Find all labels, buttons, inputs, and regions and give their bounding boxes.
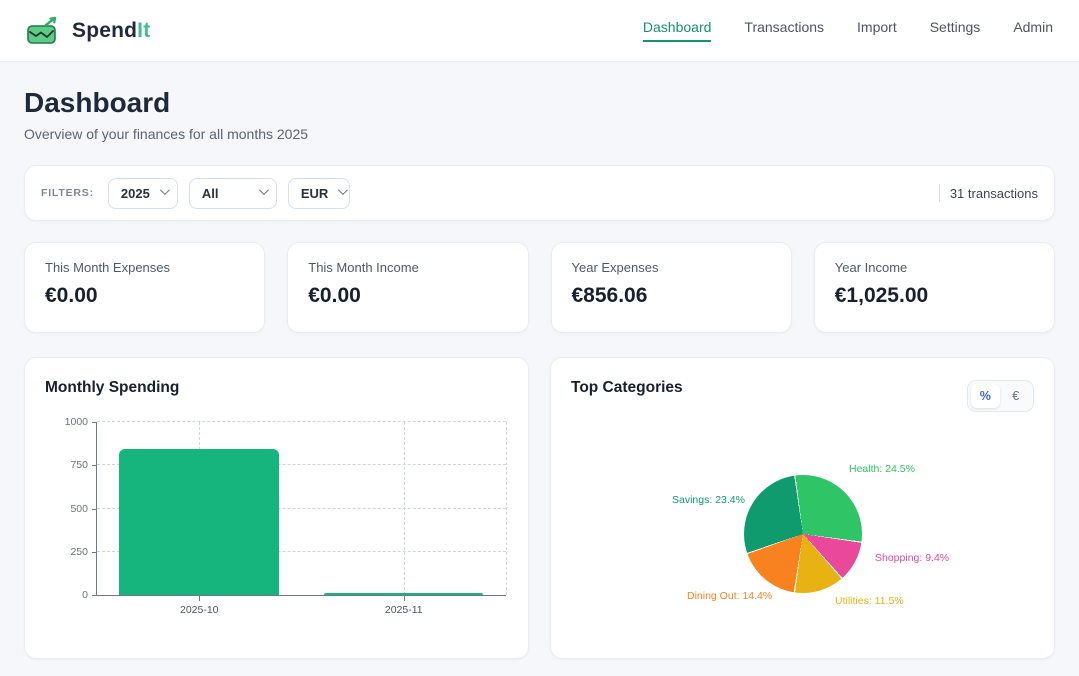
filters-label: FILTERS: bbox=[41, 187, 94, 199]
currency-select[interactable]: EUR bbox=[287, 177, 350, 209]
year-select-value: 2025 bbox=[120, 185, 150, 201]
stat-card-year-income: Year Income €1,025.00 bbox=[813, 242, 1055, 333]
monthly-spending-title: Monthly Spending bbox=[45, 379, 180, 396]
main-nav: Dashboard Transactions Import Settings A… bbox=[642, 19, 1053, 42]
monthly-spending-card: Monthly Spending 0 250 500 750 1000 2025-10 20… bbox=[24, 357, 529, 659]
toggle-euro-button[interactable]: € bbox=[1012, 389, 1020, 403]
bar-plot: 0 250 500 750 1000 2025-10 2025-11 bbox=[65, 416, 507, 616]
stat-value: €856.06 bbox=[571, 284, 648, 307]
nav-item-transactions[interactable]: Transactions bbox=[744, 19, 825, 35]
top-categories-title: Top Categories bbox=[571, 379, 683, 396]
pie-label-shopping: Shopping: 9.4% bbox=[875, 552, 950, 564]
month-select-value: All bbox=[201, 185, 219, 201]
chevron-down-icon bbox=[338, 185, 349, 196]
nav-item-dashboard[interactable]: Dashboard bbox=[642, 19, 712, 42]
charts-row: Monthly Spending 0 250 500 750 1000 2025-10 20… bbox=[24, 357, 1055, 659]
chevron-down-icon bbox=[159, 185, 170, 196]
main-content: Dashboard Overview of your finances for … bbox=[0, 87, 1079, 659]
brand: SpendIt bbox=[26, 16, 150, 46]
pie-label-dining-out: Dining Out: 14.4% bbox=[687, 590, 773, 602]
currency-select-value: EUR bbox=[300, 185, 329, 201]
app-title-secondary: It bbox=[137, 18, 151, 42]
nav-item-settings[interactable]: Settings bbox=[929, 19, 981, 35]
stat-label: This Month Income bbox=[308, 260, 419, 275]
nav-item-import[interactable]: Import bbox=[857, 19, 897, 35]
stat-card-month-income: This Month Income €0.00 bbox=[287, 242, 529, 333]
stat-card-year-expenses: Year Expenses €856.06 bbox=[550, 242, 792, 333]
app-title-primary: Spend bbox=[72, 18, 138, 42]
stats-row: This Month Expenses €0.00 This Month Inc… bbox=[24, 242, 1055, 333]
bar-2025-10[interactable] bbox=[119, 448, 279, 595]
filter-bar: FILTERS: 2025 All EUR 31 transactions bbox=[24, 165, 1055, 221]
year-select[interactable]: 2025 bbox=[107, 177, 178, 209]
unit-toggle: % € bbox=[967, 380, 1034, 412]
page-subtitle: Overview of your finances for all months… bbox=[24, 126, 309, 142]
stat-label: Year Income bbox=[834, 260, 908, 275]
chevron-down-icon bbox=[258, 185, 269, 196]
wallet-chart-logo-icon bbox=[27, 16, 57, 44]
bar-2025-11[interactable] bbox=[323, 593, 484, 595]
stat-value: €0.00 bbox=[308, 284, 361, 307]
nav-item-admin[interactable]: Admin bbox=[1013, 19, 1053, 35]
pie-label-health: Health: 24.5% bbox=[849, 463, 915, 475]
app-header: SpendIt Dashboard Transactions Import Se… bbox=[0, 0, 1079, 62]
stat-value: €1,025.00 bbox=[834, 284, 929, 307]
stat-card-month-expenses: This Month Expenses €0.00 bbox=[24, 242, 266, 333]
app-title: SpendIt bbox=[72, 19, 150, 43]
page-title: Dashboard bbox=[24, 87, 171, 118]
pie-area: Health: 24.5% Shopping: 9.4% Utilities: … bbox=[551, 418, 1054, 658]
transactions-count: 31 transactions bbox=[938, 184, 1038, 202]
divider bbox=[938, 184, 940, 202]
stat-value: €0.00 bbox=[45, 284, 98, 307]
month-select[interactable]: All bbox=[188, 177, 277, 209]
transactions-count-text: 31 transactions bbox=[949, 185, 1038, 201]
top-categories-card: Top Categories % € Health: 24.5% Shoppin… bbox=[550, 357, 1055, 659]
stat-label: This Month Expenses bbox=[45, 260, 171, 275]
pie-label-savings: Savings: 23.4% bbox=[672, 494, 745, 506]
toggle-percent-button[interactable]: % bbox=[971, 384, 1000, 408]
stat-label: Year Expenses bbox=[571, 260, 659, 275]
pie-chart bbox=[744, 475, 862, 593]
pie-label-utilities: Utilities: 11.5% bbox=[835, 595, 904, 607]
